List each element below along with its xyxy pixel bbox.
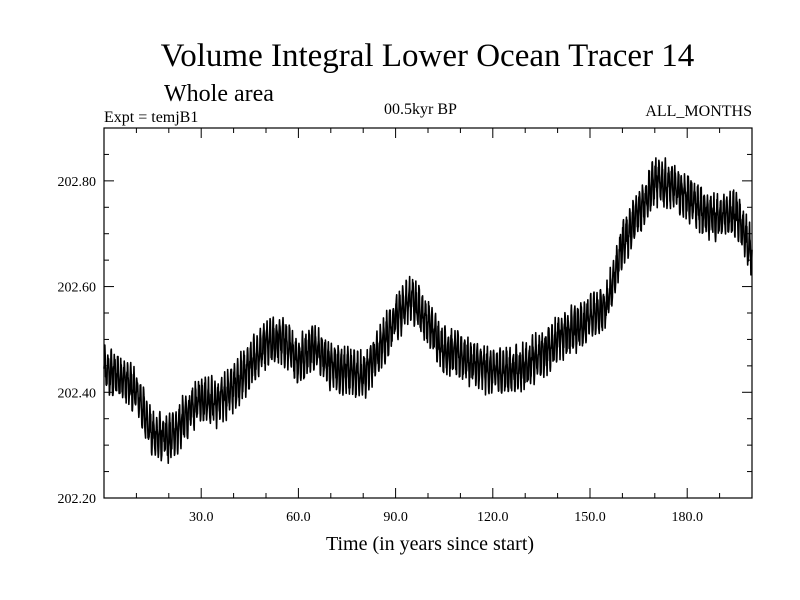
y-tick-label: 202.60 [58,281,97,296]
y-tick-label: 202.80 [58,175,97,190]
chart-subtitle: Whole area [164,81,274,107]
plot-frame [103,127,753,499]
tick-labels: 30.0 60.0 90.0 120.0 150.0 180.0 202.20 202.40 2… [58,175,703,525]
x-tick-label: 60.0 [286,510,311,525]
x-tick-label: 30.0 [189,510,214,525]
months-label: ALL_MONTHS [645,103,752,120]
y-tick-label: 202.40 [58,386,97,401]
chart-title: Volume Integral Lower Ocean Tracer 14 [160,38,695,74]
series-layer [103,157,753,465]
y-tick-label: 202.20 [58,492,97,507]
x-axis-title: Time (in years since start) [326,533,534,555]
x-tick-label: 120.0 [477,510,509,525]
experiment-label: Expt = temjB1 [104,109,199,126]
x-tick-label: 90.0 [383,510,408,525]
x-tick-label: 150.0 [574,510,606,525]
series-line [103,157,753,465]
period-label: 00.5kyr BP [384,101,457,118]
x-tick-label: 180.0 [671,510,703,525]
